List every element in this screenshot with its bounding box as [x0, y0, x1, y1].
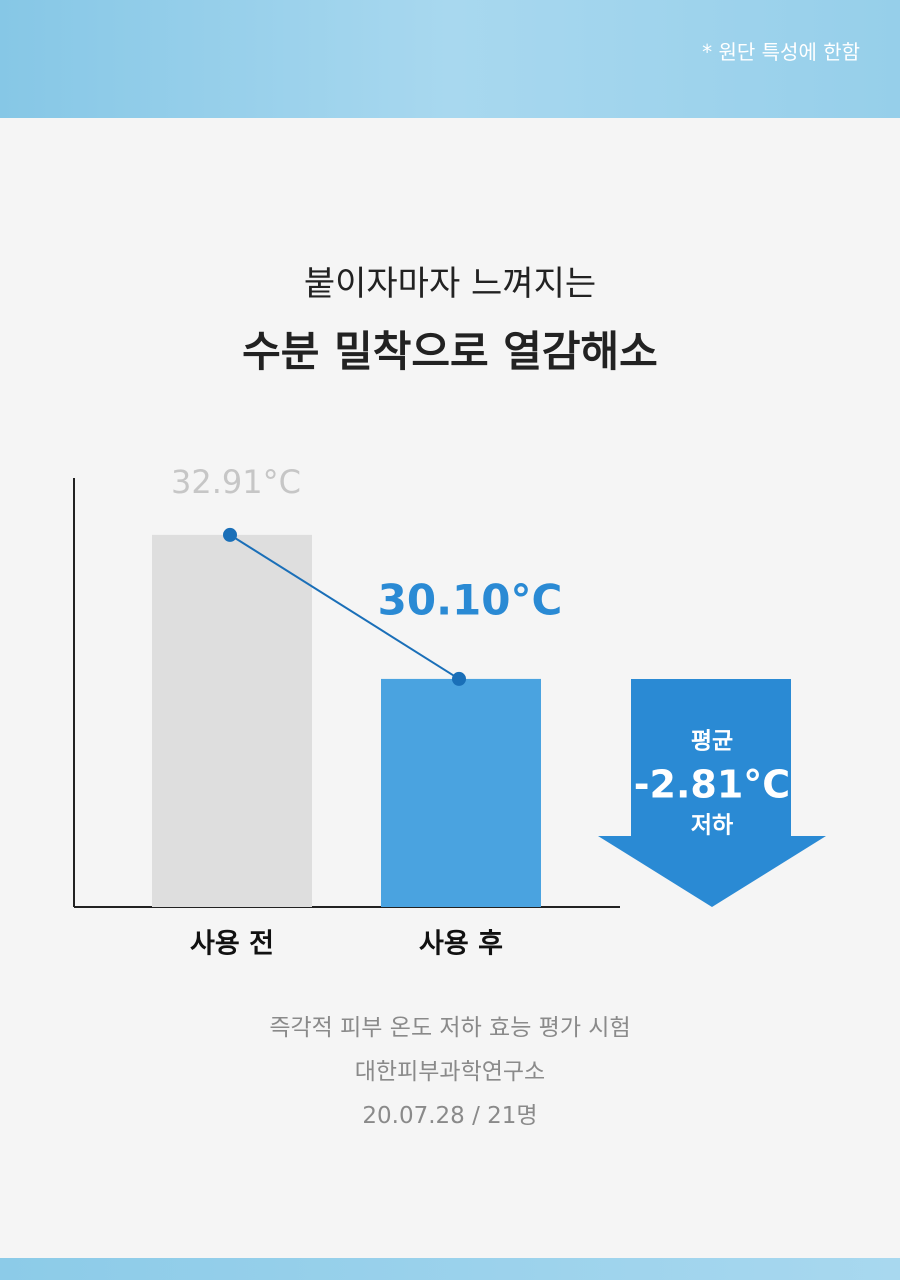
subtitle: 붙이자마자 느껴지는 — [303, 264, 597, 304]
x-tick-label: 사용 후 — [419, 929, 503, 960]
annotation-text: 평균 — [691, 729, 733, 755]
down-arrow — [598, 679, 826, 907]
value-label: 32.91°C — [171, 463, 301, 501]
top-band — [0, 0, 900, 118]
title: 수분 밀착으로 열감해소 — [242, 327, 658, 376]
value-label: 30.10°C — [378, 576, 563, 625]
footer-line: 대한피부과학연구소 — [354, 1059, 546, 1085]
bottom-band — [0, 1258, 900, 1280]
point — [223, 527, 237, 542]
footer-line: 즉각적 피부 온도 저하 효능 평가 시험 — [269, 1015, 631, 1041]
trend-line — [229, 534, 460, 680]
footer-line: 20.07.28 / 21명 — [362, 1103, 538, 1129]
note: * 원단 특성에 한함 — [702, 40, 860, 64]
annotation-text: 저하 — [691, 813, 733, 839]
bar — [381, 678, 541, 907]
bar — [152, 534, 312, 907]
point — [452, 671, 466, 686]
annotation-text: -2.81°C — [634, 763, 790, 807]
x-tick-label: 사용 전 — [190, 929, 274, 960]
